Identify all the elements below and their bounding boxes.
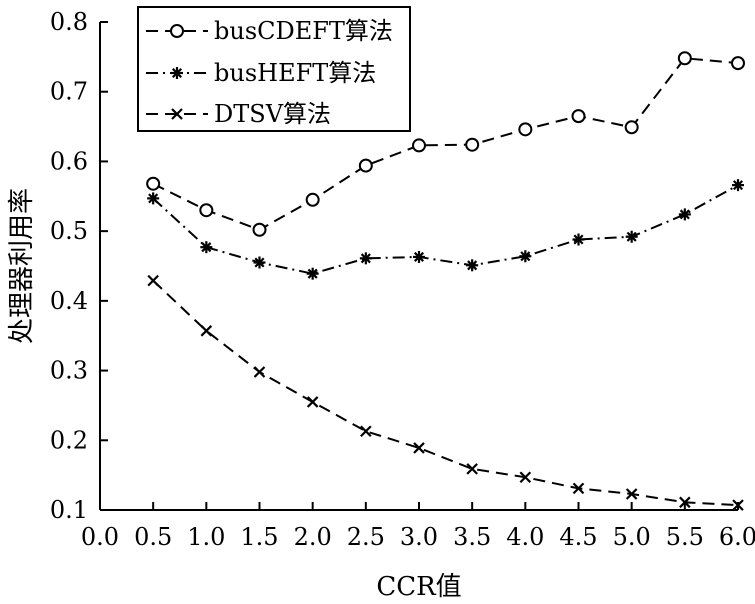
data-point xyxy=(199,203,214,218)
y-ticks: 0.1 0.2 0.3 0.4 0.5 0.6 0.7 0.8 xyxy=(50,8,108,524)
legend-item: DTSV算法 xyxy=(146,100,331,128)
data-point xyxy=(625,230,638,243)
legend-label: busHEFT算法 xyxy=(214,59,376,87)
data-point xyxy=(306,396,319,408)
data-point xyxy=(572,233,585,246)
y-tick-label: 0.5 xyxy=(50,217,88,245)
x-tick-label: 0.5 xyxy=(134,523,172,551)
legend-marker xyxy=(171,67,183,79)
data-point xyxy=(518,122,533,137)
series-2 xyxy=(147,179,744,280)
series-1 xyxy=(146,51,745,237)
data-point xyxy=(519,250,532,263)
series-layer xyxy=(146,51,745,511)
y-axis-title: 处理器利用率 xyxy=(7,188,37,344)
x-tick-label: 1.0 xyxy=(187,523,225,551)
data-point xyxy=(147,192,160,205)
y-tick-label: 0.8 xyxy=(50,8,88,36)
data-point xyxy=(252,222,267,237)
x-tick-label: 1.5 xyxy=(240,523,278,551)
y-tick-label: 0.7 xyxy=(50,78,88,106)
data-point xyxy=(253,366,266,378)
data-point xyxy=(625,488,638,500)
series-line xyxy=(152,279,739,507)
series-line xyxy=(152,184,739,275)
x-tick-label: 5.5 xyxy=(666,523,704,551)
y-tick-label: 0.2 xyxy=(50,426,88,454)
legend-item: busCDEFT算法 xyxy=(146,17,393,45)
data-point xyxy=(732,179,744,192)
x-tick-label: 4.0 xyxy=(506,523,544,551)
data-point xyxy=(305,192,320,207)
data-point xyxy=(253,256,266,269)
x-tick-label: 4.5 xyxy=(559,523,597,551)
data-point xyxy=(413,250,425,263)
data-point xyxy=(306,267,319,280)
data-point xyxy=(571,109,586,124)
data-point xyxy=(679,496,691,509)
data-point xyxy=(146,176,161,191)
data-point xyxy=(572,482,585,495)
x-tick-label: 5.0 xyxy=(613,523,651,551)
x-axis-title: CCR值 xyxy=(376,572,461,602)
y-tick-label: 0.6 xyxy=(50,147,88,175)
data-point xyxy=(731,56,745,71)
data-point xyxy=(359,252,372,265)
legend-box xyxy=(137,6,411,132)
data-point xyxy=(200,325,213,337)
y-tick-label: 0.4 xyxy=(50,287,88,315)
y-tick-label: 0.3 xyxy=(50,357,88,385)
data-point xyxy=(147,274,159,287)
data-point xyxy=(519,471,532,484)
series-3 xyxy=(147,274,744,511)
data-point xyxy=(466,259,479,272)
x-tick-label: 2.5 xyxy=(347,523,385,551)
x-tick-label: 2.0 xyxy=(294,523,332,551)
data-point xyxy=(413,442,425,454)
legend-label: DTSV算法 xyxy=(214,100,331,128)
x-tick-label: 3.5 xyxy=(453,523,491,551)
legend: busCDEFT算法 busHEFT算法 DTSV算法 xyxy=(137,6,411,132)
data-point xyxy=(466,463,478,475)
legend-item: busHEFT算法 xyxy=(146,59,376,87)
data-point xyxy=(678,208,691,221)
data-point xyxy=(465,137,480,152)
data-point xyxy=(360,425,372,438)
legend-label: busCDEFT算法 xyxy=(214,17,393,45)
data-point xyxy=(412,138,426,153)
legend-marker xyxy=(171,108,183,120)
data-point xyxy=(200,241,213,254)
data-point xyxy=(358,158,373,173)
legend-marker xyxy=(170,24,184,38)
x-tick-label: 6.0 xyxy=(719,523,755,551)
y-tick-label: 0.1 xyxy=(50,496,88,524)
data-point xyxy=(624,120,639,135)
x-tick-label: 3.0 xyxy=(400,523,438,551)
data-point xyxy=(677,51,692,66)
x-ticks: 0.0 0.5 1.0 1.5 2.0 2.5 3.0 3.5 4.0 4.5 5.0 5.5 6.0 xyxy=(81,502,755,551)
series-line xyxy=(152,57,739,231)
x-tick-label: 0.0 xyxy=(81,523,119,551)
data-point xyxy=(732,499,744,511)
